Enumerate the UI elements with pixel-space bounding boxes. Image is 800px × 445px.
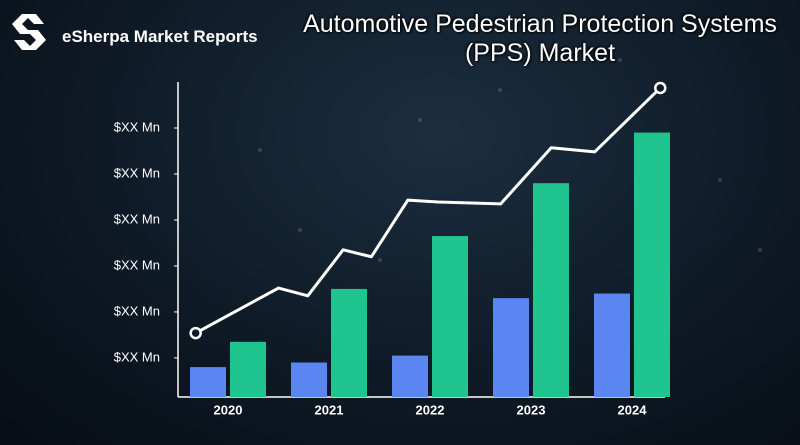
x-tick-label: 2024 [618, 402, 648, 417]
bar [533, 183, 569, 397]
bar [331, 288, 367, 397]
y-tick-label: $XX Mn [114, 257, 160, 272]
x-tick-label: 2022 [416, 402, 445, 417]
bar [493, 298, 529, 397]
bar [291, 362, 327, 397]
decor [118, 58, 762, 262]
chart-title: Automotive Pedestrian Protection Systems… [303, 10, 777, 67]
bar [230, 341, 266, 397]
line-endpoint [189, 326, 202, 340]
line-endpoint [654, 81, 667, 95]
y-tick-label: $XX Mn [114, 119, 160, 134]
y-tick-label: $XX Mn [114, 165, 160, 180]
x-tick-label: 2023 [517, 402, 546, 417]
x-tick-label: 2021 [315, 402, 344, 417]
logo [12, 14, 46, 50]
brand: eSherpa Market Reports [62, 27, 258, 46]
x-tick-label: 2020 [214, 402, 243, 417]
bar [392, 355, 428, 397]
bar [594, 293, 630, 397]
bar [190, 367, 226, 397]
y-tick-label: $XX Mn [114, 211, 160, 226]
y-tick-label: $XX Mn [114, 349, 160, 364]
bar [634, 132, 670, 398]
bar [432, 236, 468, 397]
line [194, 86, 662, 335]
y-tick-label: $XX Mn [114, 303, 160, 318]
